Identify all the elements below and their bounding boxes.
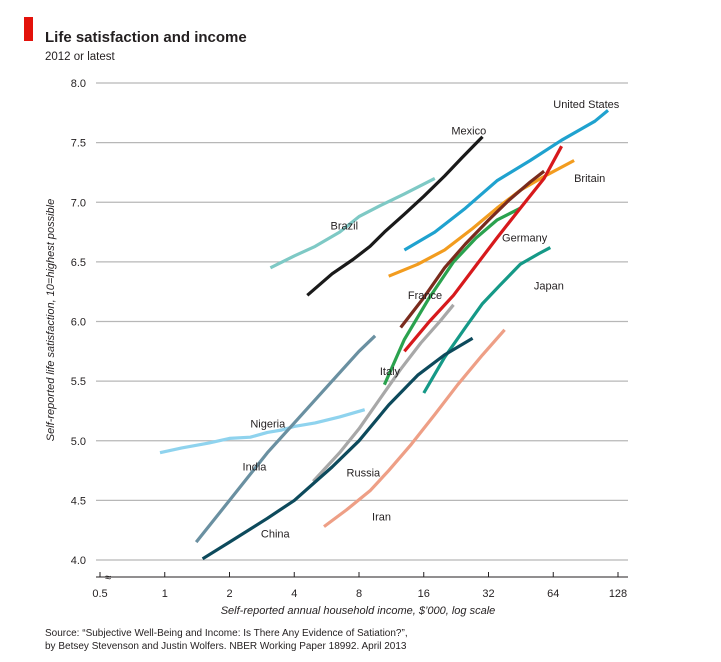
series-line-unlabeled-6	[403, 145, 564, 353]
series-label-germany: Germany	[502, 233, 548, 245]
series-line-united-states	[403, 109, 610, 252]
x-tick-label: 8	[356, 588, 362, 600]
series-line-nigeria	[159, 408, 366, 455]
series-label-india: India	[243, 462, 268, 474]
accent-bar	[24, 17, 33, 41]
series-label-china: China	[261, 528, 291, 540]
x-axis-title: Self-reported annual household income, $…	[221, 605, 496, 617]
series-label-italy: Italy	[380, 366, 401, 378]
series-line-italy	[312, 303, 455, 483]
chart-subtitle: 2012 or latest	[45, 51, 115, 63]
y-tick-label: 6.0	[71, 317, 86, 329]
series-line-britain	[388, 159, 575, 278]
y-tick-label: 8.0	[71, 78, 86, 90]
chart-title: Life satisfaction and income	[45, 29, 247, 46]
source-line-1: Source: “Subjective Well-Being and Incom…	[45, 628, 408, 639]
x-tick-labels: 0.5 1 2 4 8 16 32 64 128	[92, 572, 627, 600]
series-line-iran	[323, 328, 506, 528]
x-tick-label: 64	[547, 588, 559, 600]
x-tick-label: 2	[226, 588, 232, 600]
series-line-mexico	[306, 135, 484, 297]
series-label-mexico: Mexico	[451, 125, 486, 137]
series-line-india	[194, 334, 377, 544]
y-tick-label: 6.5	[71, 257, 86, 269]
y-tick-label: 7.0	[71, 197, 86, 209]
x-tick-label: 128	[609, 588, 627, 600]
source-line-2: by Betsey Stevenson and Justin Wolfers. …	[45, 641, 407, 652]
y-axis-break-marker: ≈	[105, 572, 111, 584]
y-axis-title: Self-reported life satisfaction, 10=high…	[45, 199, 57, 441]
series-lines	[159, 109, 610, 561]
series-line-france	[399, 169, 546, 329]
y-tick-label: 4.5	[71, 495, 86, 507]
x-tick-label: 16	[418, 588, 430, 600]
y-tick-label: 5.0	[71, 436, 86, 448]
series-label-nigeria: Nigeria	[250, 419, 286, 431]
series-label-russia: Russia	[347, 468, 382, 480]
gridlines	[96, 82, 628, 578]
series-labels: United States Mexico Britain Brazil Germany J…	[243, 99, 620, 540]
y-tick-label: 5.5	[71, 376, 86, 388]
x-tick-label: 1	[162, 588, 168, 600]
x-tick-label: 0.5	[92, 588, 107, 600]
x-tick-label: 32	[482, 588, 494, 600]
series-label-united-states: United States	[553, 99, 620, 111]
series-label-iran: Iran	[372, 512, 391, 524]
series-label-britain: Britain	[574, 173, 605, 185]
y-tick-label: 7.5	[71, 138, 86, 150]
series-label-brazil: Brazil	[331, 221, 359, 233]
series-line-brazil	[269, 176, 436, 270]
x-tick-label: 4	[291, 588, 297, 600]
series-label-france: France	[408, 290, 442, 302]
y-tick-labels: 4.0 4.5 5.0 5.5 6.0 6.5 7.0 7.5 8.0	[71, 78, 86, 567]
series-label-japan: Japan	[534, 280, 564, 292]
series-line-germany	[382, 206, 522, 386]
y-tick-label: 4.0	[71, 555, 86, 567]
series-line-china	[201, 336, 474, 561]
